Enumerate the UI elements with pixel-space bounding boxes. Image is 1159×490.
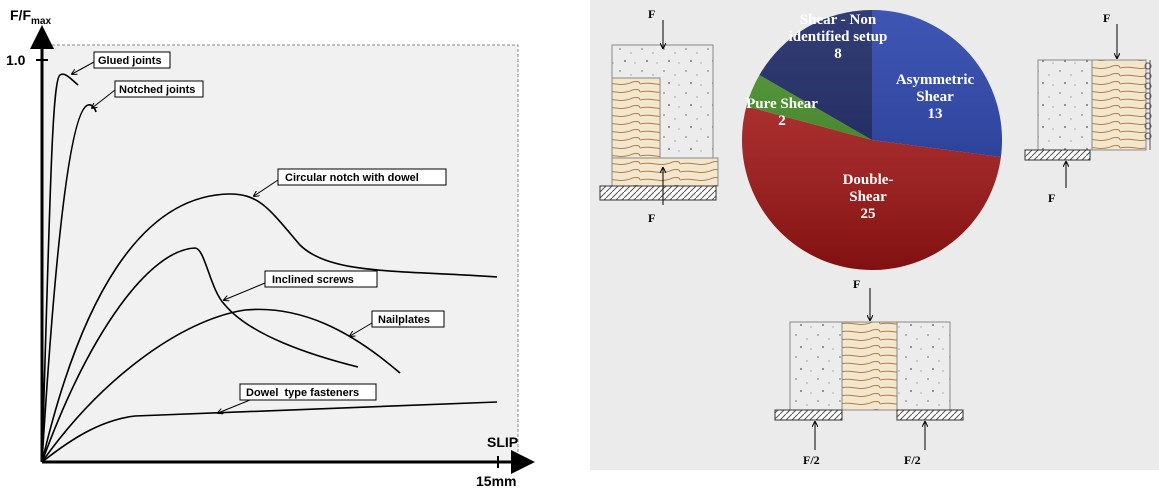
timber [842,322,897,410]
support [897,410,963,420]
timber [1092,60,1146,150]
slice-name: Pure Shear [737,96,827,113]
page: { "left_panel": { "y_label": "F/F", "y_l… [0,0,1159,490]
force-label: F [853,277,860,291]
support [600,186,716,200]
y-axis-label: F/Fmax [10,7,51,27]
curve-label: Circular notch with dowel [285,172,419,184]
support [1025,150,1090,160]
slice-value: 8 [783,46,893,63]
curve-label: Dowel type fasteners [246,387,359,399]
force-label: F [648,211,655,225]
slice-value: 25 [836,206,900,223]
x-tick-label: 15mm [476,473,516,489]
slice-name: Shear - Non identified setup [783,12,893,46]
concrete [897,322,950,410]
force-label: F [648,7,655,21]
curve-label: Nailplates [378,314,430,326]
slice-name: Double-Shear [836,172,900,206]
support [775,410,842,420]
y-tick-label: 1.0 [6,52,26,68]
curve-label: Notched joints [119,84,195,96]
slice-name: Asymmetric Shear [880,72,990,106]
concrete [1038,60,1092,150]
concrete [790,322,842,410]
force-label: F/2 [904,453,921,467]
slice-value: 13 [880,106,990,123]
slice-value: 2 [737,113,827,130]
curve-label: Glued joints [98,55,162,67]
timber [612,78,660,160]
force-label: F [1103,11,1110,25]
x-axis-label: SLIP [487,434,518,450]
curve-label: Inclined screws [272,274,354,286]
force-label: F [1048,191,1055,205]
timber [612,158,718,186]
force-label: F/2 [803,453,820,467]
